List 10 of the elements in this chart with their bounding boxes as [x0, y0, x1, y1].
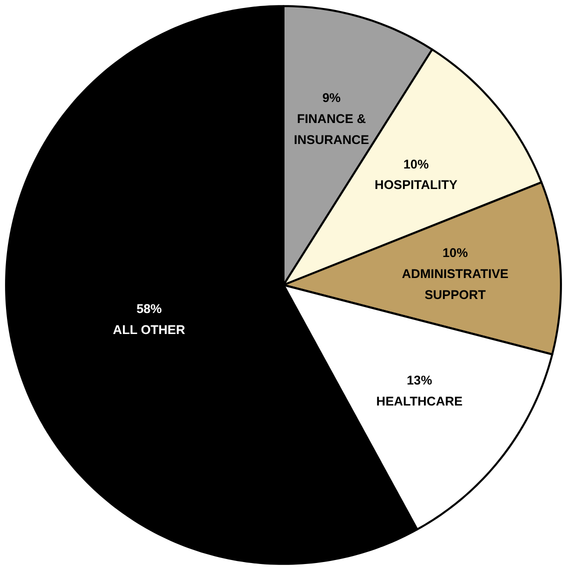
- data-label: 58%: [136, 302, 162, 316]
- slice-label: HEALTHCARE: [376, 394, 463, 408]
- data-label: 9%: [322, 91, 341, 106]
- data-label: 10%: [442, 246, 468, 260]
- data-label: 10%: [403, 157, 429, 172]
- slice-label: ADMINISTRATIVE SUPPORT: [402, 267, 508, 302]
- slice-label: ALL OTHER: [112, 323, 186, 338]
- data-label: 13%: [406, 374, 432, 388]
- slice-label: FINANCE & INSURANCE: [294, 112, 370, 147]
- slice-label: HOSPITALITY: [374, 178, 458, 192]
